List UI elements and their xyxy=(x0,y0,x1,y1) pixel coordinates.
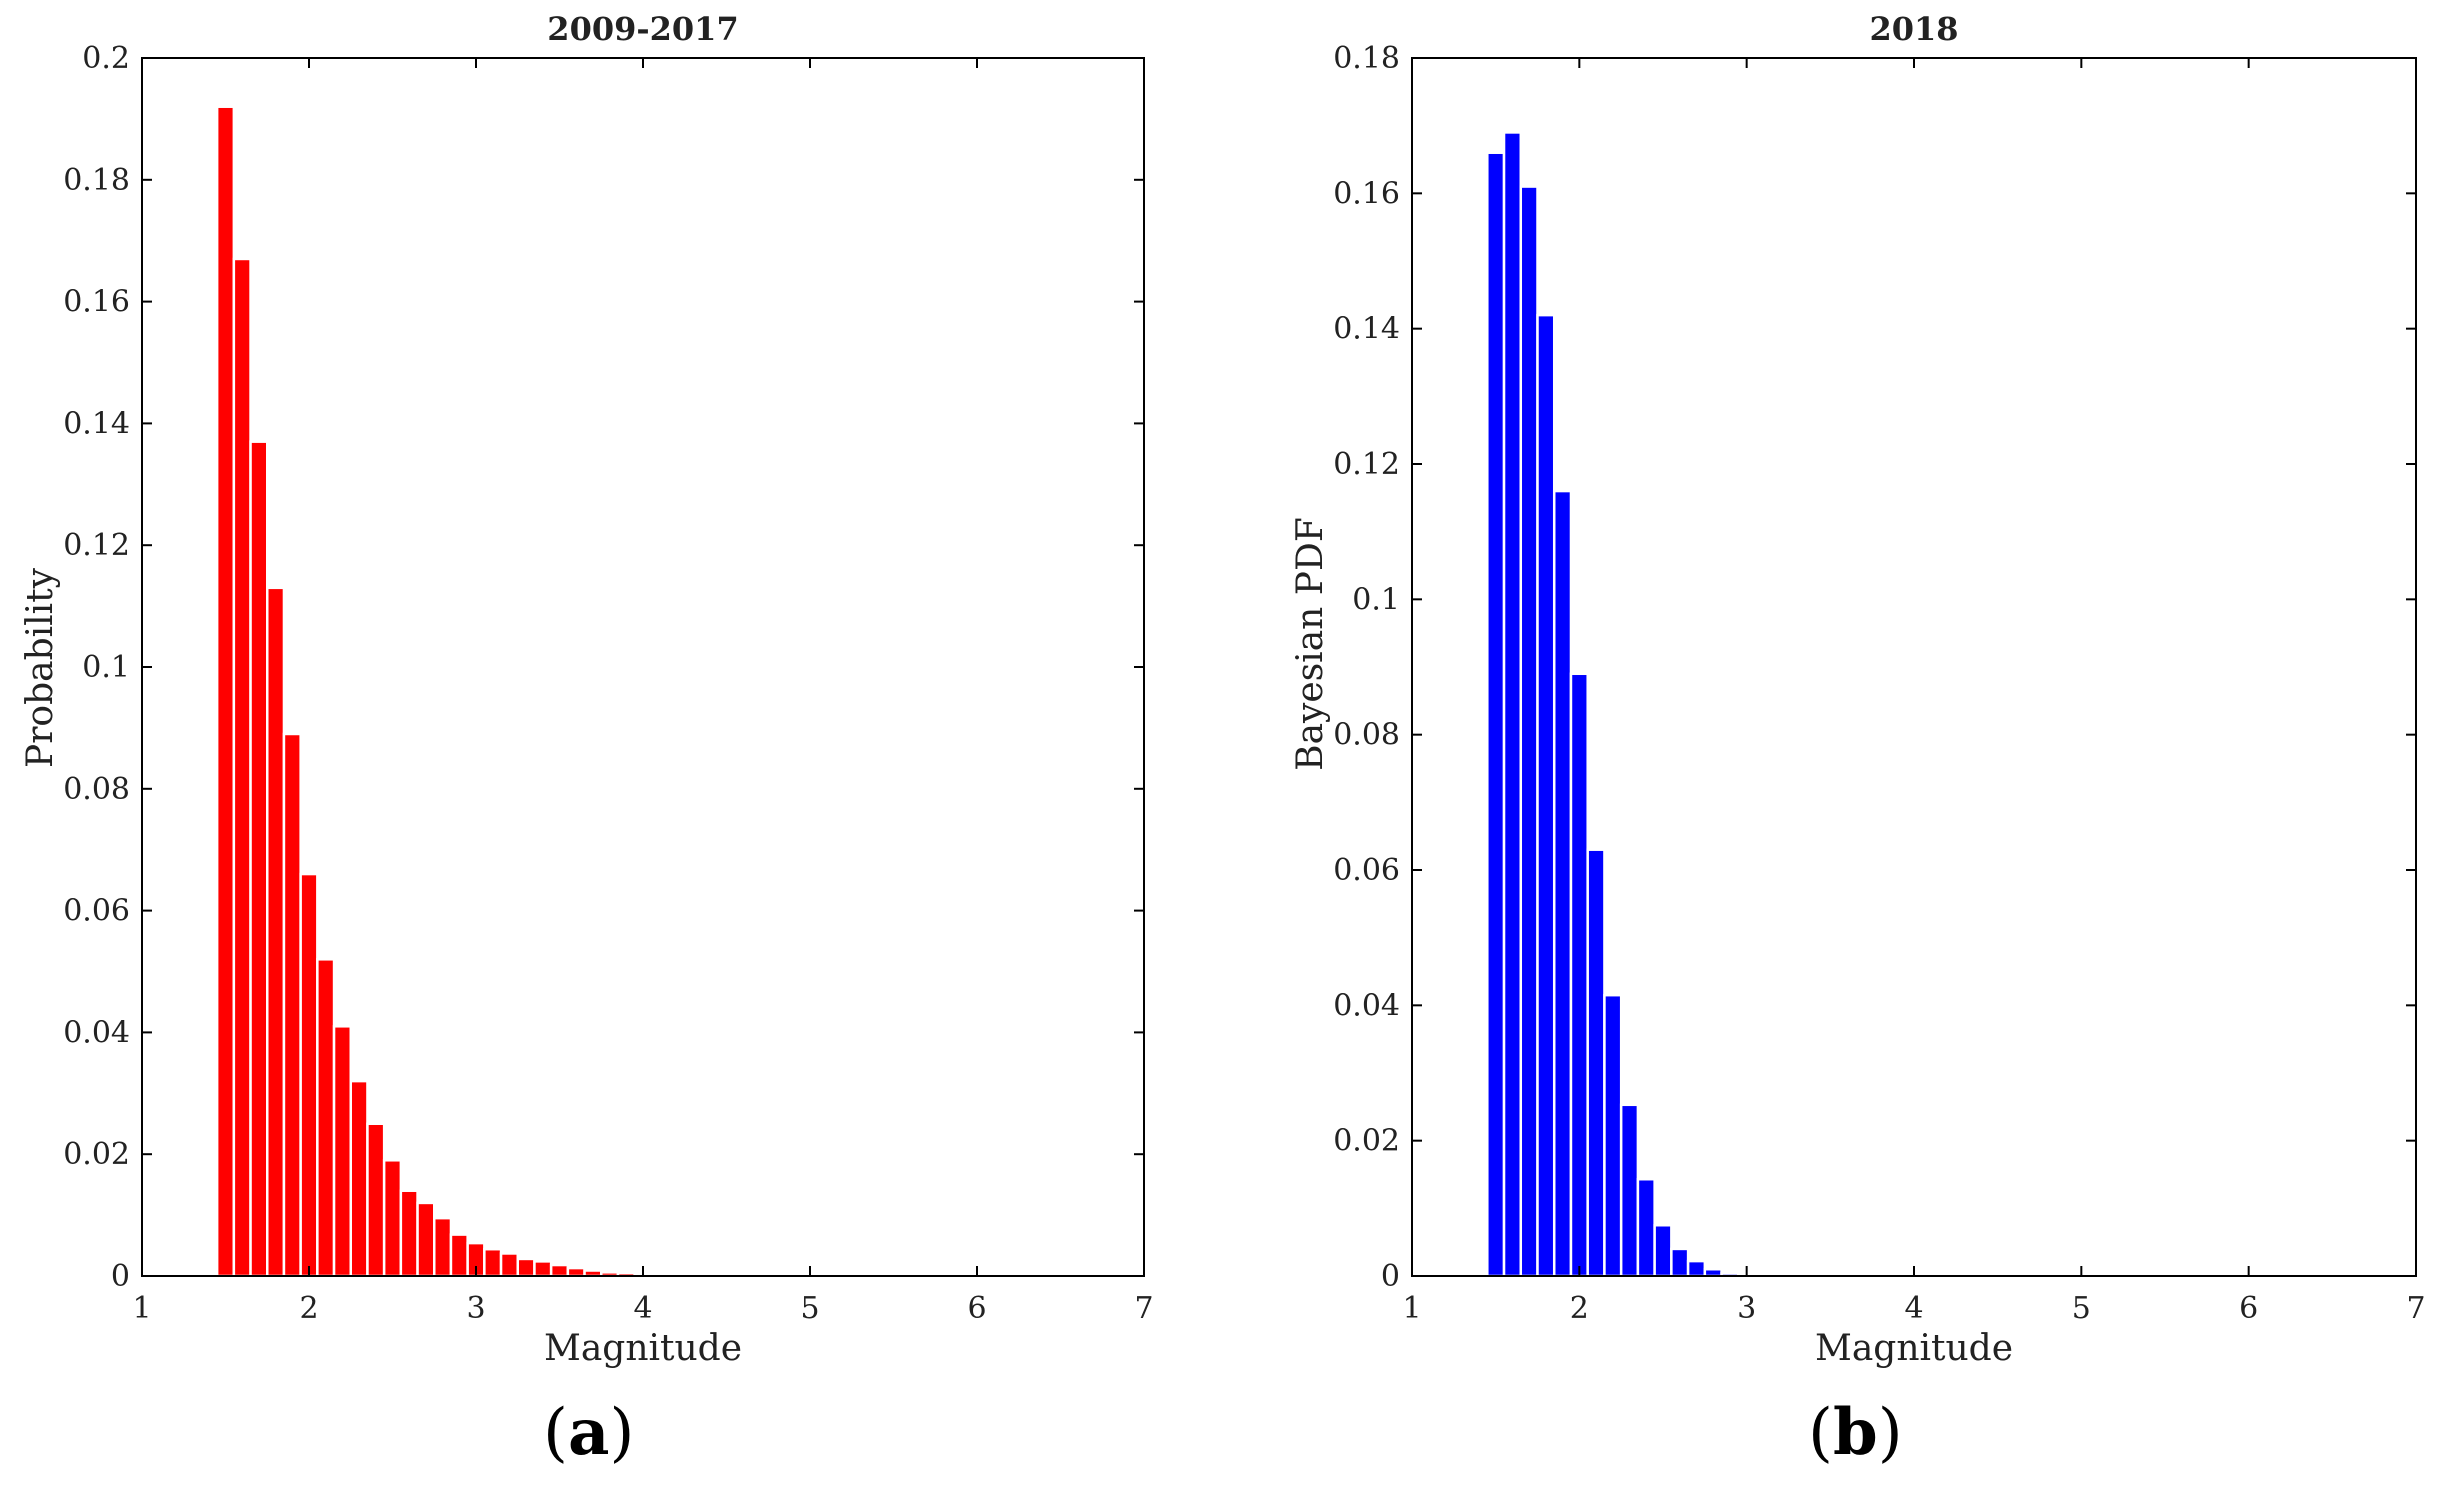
x-tick-label: 6 xyxy=(2239,1291,2258,1326)
y-tick-label: 0.02 xyxy=(1333,1124,1400,1159)
plot-frame xyxy=(1411,57,2417,1277)
bar xyxy=(433,1216,453,1278)
y-axis-label: Probability xyxy=(20,567,61,768)
bar xyxy=(533,1260,553,1278)
bar xyxy=(316,958,336,1278)
bar xyxy=(232,257,252,1278)
y-tick-label: 0.02 xyxy=(63,1137,130,1172)
bar xyxy=(483,1247,503,1278)
y-tick-label: 0.14 xyxy=(63,406,130,441)
panel-label-a: (a) xyxy=(543,1395,635,1470)
panel-letter: b xyxy=(1832,1395,1878,1470)
y-tick-label: 0.18 xyxy=(1333,41,1400,76)
chart-panel-a: 2009-2017 Magnitude Probability 1 2 3 4 5 6 7 0… xyxy=(20,10,1154,1369)
x-tick-label: 4 xyxy=(1904,1291,1923,1326)
bar xyxy=(399,1189,419,1278)
x-axis-label: Magnitude xyxy=(544,1328,742,1369)
bar xyxy=(1569,672,1589,1278)
bar xyxy=(349,1079,369,1278)
bar xyxy=(566,1266,586,1278)
bar-group xyxy=(1486,131,2342,1278)
y-tick-label: 0.04 xyxy=(1333,988,1400,1023)
bar xyxy=(1552,489,1573,1278)
y-tick-label: 0.08 xyxy=(1333,718,1400,753)
bar xyxy=(1603,993,1623,1278)
bar xyxy=(1519,185,1539,1278)
x-tick-label: 7 xyxy=(1134,1291,1153,1326)
bar xyxy=(1703,1267,1723,1278)
bar xyxy=(549,1263,570,1278)
tick-group: 1 2 3 4 5 6 7 0 0.02 0.04 0.06 0.08 0.1 0.12 0.14 0.16 0… xyxy=(1333,41,2425,1326)
x-tick-label: 2 xyxy=(299,1291,318,1326)
x-tick-label: 7 xyxy=(2406,1291,2425,1326)
x-tick-label: 5 xyxy=(2072,1291,2091,1326)
bar xyxy=(1653,1224,1673,1278)
bar xyxy=(1619,1103,1640,1278)
x-tick-label: 4 xyxy=(633,1291,652,1326)
bar xyxy=(382,1159,403,1278)
x-tick-label: 1 xyxy=(1402,1291,1421,1326)
bar xyxy=(1686,1259,1707,1278)
y-tick-label: 0.04 xyxy=(63,1015,130,1050)
plot-frame xyxy=(141,57,1145,1277)
x-tick-label: 3 xyxy=(466,1291,485,1326)
chart-title: 2018 xyxy=(1869,10,1958,48)
x-tick-label: 2 xyxy=(1570,1291,1589,1326)
y-tick-label: 0.06 xyxy=(63,894,130,929)
y-tick-label: 0 xyxy=(1381,1259,1400,1294)
y-tick-label: 0.1 xyxy=(1352,582,1400,617)
y-tick-label: 0.1 xyxy=(82,650,130,685)
tick-group: 1 2 3 4 5 6 7 0 0.02 0.04 0.06 0.08 0.1 0.12 0.14 0.16 0… xyxy=(63,41,1153,1326)
chart-panel-b: 2018 Magnitude Bayesian PDF 1 2 3 4 5 6 7 0 0.02… xyxy=(1290,10,2426,1369)
bar-group xyxy=(215,105,1071,1278)
bar xyxy=(1502,131,1523,1278)
panel-label-b: (b) xyxy=(1808,1395,1903,1470)
x-tick-label: 3 xyxy=(1737,1291,1756,1326)
x-axis-label: Magnitude xyxy=(1815,1328,2013,1369)
y-tick-label: 0.14 xyxy=(1333,312,1400,347)
bar xyxy=(332,1025,352,1278)
y-tick-label: 0.12 xyxy=(1333,447,1400,482)
y-axis-label: Bayesian PDF xyxy=(1290,517,1331,771)
bar xyxy=(416,1201,436,1278)
bar xyxy=(266,586,286,1278)
x-tick-label: 6 xyxy=(967,1291,986,1326)
bar xyxy=(282,732,302,1278)
y-tick-label: 0 xyxy=(111,1259,130,1294)
y-tick-label: 0.08 xyxy=(63,772,130,807)
x-tick-label: 5 xyxy=(800,1291,819,1326)
y-tick-label: 0.2 xyxy=(82,41,130,76)
chart-title: 2009-2017 xyxy=(547,10,738,48)
bar xyxy=(249,440,269,1278)
y-tick-label: 0.18 xyxy=(63,163,130,198)
bar xyxy=(449,1233,469,1278)
x-tick-label: 1 xyxy=(132,1291,151,1326)
bar xyxy=(1486,151,1506,1278)
y-tick-label: 0.16 xyxy=(63,285,130,320)
bar xyxy=(1586,848,1606,1278)
bar xyxy=(516,1257,536,1278)
y-tick-label: 0.16 xyxy=(1333,176,1400,211)
bar xyxy=(215,105,236,1278)
bar xyxy=(1636,1177,1656,1278)
bar xyxy=(1536,313,1556,1278)
y-tick-label: 0.06 xyxy=(1333,853,1400,888)
y-tick-label: 0.12 xyxy=(63,528,130,563)
panel-letter: a xyxy=(567,1395,610,1470)
bar xyxy=(1670,1247,1690,1278)
bar xyxy=(499,1252,519,1278)
bar xyxy=(366,1122,386,1278)
bar xyxy=(299,872,319,1278)
